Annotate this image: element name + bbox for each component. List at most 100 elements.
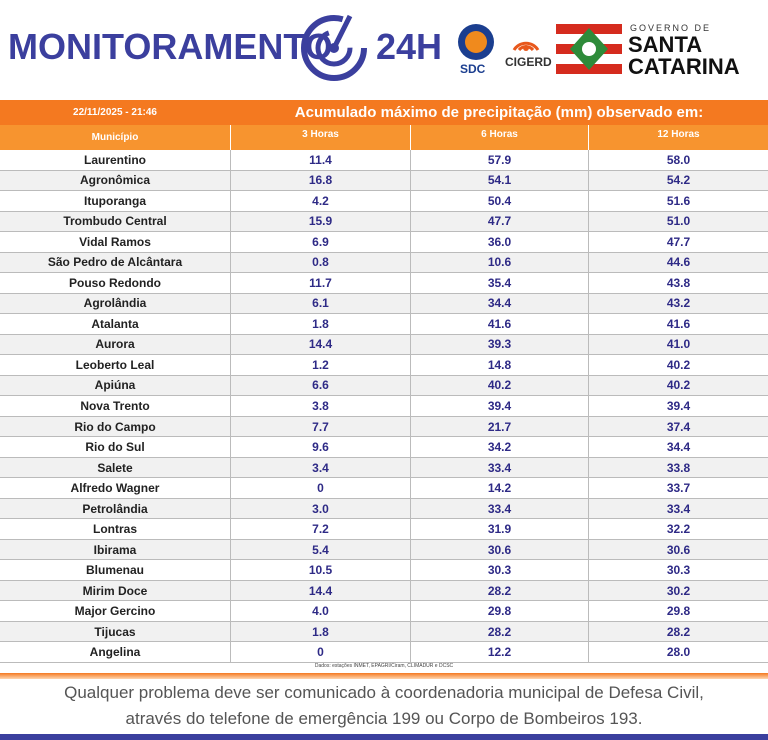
value-cell: 30.3 [410,560,588,581]
value-cell: 40.2 [588,375,768,397]
value-cell: 7.7 [230,416,410,438]
cigerd-label: CIGERD [505,55,552,69]
value-cell: 39.3 [410,334,588,356]
header: MONITORAMENTO 24H SDC CIGERD GOVERNO DE … [0,0,768,100]
value-cell: 40.2 [410,375,588,397]
gov-line2: CATARINA [628,54,740,79]
value-cell: 57.9 [410,150,588,171]
municipality-cell: Petrolândia [0,498,230,520]
municipality-cell: Atalanta [0,314,230,335]
value-cell: 14.8 [410,355,588,376]
municipality-cell: Mirim Doce [0,580,230,602]
value-cell: 29.8 [410,601,588,622]
value-cell: 31.9 [410,519,588,540]
orange-stripe [0,673,768,679]
value-cell: 39.4 [410,396,588,417]
value-cell: 37.4 [588,416,768,438]
value-cell: 43.8 [588,273,768,294]
value-cell: 4.0 [230,601,410,622]
value-cell: 3.4 [230,457,410,479]
value-cell: 39.4 [588,396,768,417]
column-header: Município [0,125,230,150]
value-cell: 58.0 [588,150,768,171]
value-cell: 14.4 [230,334,410,356]
value-cell: 43.2 [588,293,768,315]
value-cell: 14.4 [230,580,410,602]
value-cell: 5.4 [230,539,410,561]
value-cell: 51.0 [588,211,768,233]
value-cell: 0.8 [230,252,410,274]
value-cell: 28.0 [588,642,768,663]
municipality-cell: Leoberto Leal [0,355,230,376]
value-cell: 54.2 [588,170,768,192]
value-cell: 28.2 [588,621,768,643]
value-cell: 47.7 [588,232,768,253]
value-cell: 1.8 [230,314,410,335]
value-cell: 36.0 [410,232,588,253]
value-cell: 11.4 [230,150,410,171]
value-cell: 33.4 [410,498,588,520]
value-cell: 21.7 [410,416,588,438]
value-cell: 3.8 [230,396,410,417]
value-cell: 9.6 [230,437,410,458]
value-cell: 33.4 [410,457,588,479]
value-cell: 47.7 [410,211,588,233]
value-cell: 30.6 [410,539,588,561]
value-cell: 10.5 [230,560,410,581]
municipality-cell: Major Gercino [0,601,230,622]
municipality-cell: Rio do Campo [0,416,230,438]
value-cell: 6.9 [230,232,410,253]
value-cell: 1.8 [230,621,410,643]
value-cell: 4.2 [230,191,410,212]
value-cell: 51.6 [588,191,768,212]
municipality-cell: Trombudo Central [0,211,230,233]
value-cell: 33.7 [588,478,768,499]
municipality-cell: Salete [0,457,230,479]
value-cell: 40.2 [588,355,768,376]
value-cell: 3.0 [230,498,410,520]
value-cell: 30.3 [588,560,768,581]
value-cell: 34.4 [410,293,588,315]
municipality-cell: Angelina [0,642,230,663]
value-cell: 14.2 [410,478,588,499]
sdc-logo [458,24,494,60]
cigerd-logo [512,41,540,52]
value-cell: 30.2 [588,580,768,602]
municipality-cell: Laurentino [0,150,230,171]
value-cell: 33.4 [588,498,768,520]
value-cell: 7.2 [230,519,410,540]
municipality-cell: São Pedro de Alcântara [0,252,230,274]
value-cell: 30.6 [588,539,768,561]
value-cell: 29.8 [588,601,768,622]
footer-line1: Qualquer problema deve ser comunicado à … [64,683,704,702]
value-cell: 15.9 [230,211,410,233]
value-cell: 28.2 [410,621,588,643]
municipality-cell: Alfredo Wagner [0,478,230,499]
municipality-cell: Lontras [0,519,230,540]
timestamp: 22/11/2025 - 21:46 [0,100,230,125]
value-cell: 16.8 [230,170,410,192]
value-cell: 32.2 [588,519,768,540]
municipality-cell: Blumenau [0,560,230,581]
value-cell: 35.4 [410,273,588,294]
value-cell: 34.4 [588,437,768,458]
value-cell: 1.2 [230,355,410,376]
value-cell: 10.6 [410,252,588,274]
value-cell: 54.1 [410,170,588,192]
municipality-cell: Apiúna [0,375,230,397]
municipality-cell: Ibirama [0,539,230,561]
brand: MONITORAMENTO [8,26,333,67]
gov-top: GOVERNO DE [630,23,712,33]
footer-line2: através do telefone de emergência 199 ou… [125,709,643,728]
municipality-cell: Vidal Ramos [0,232,230,253]
municipality-cell: Ituporanga [0,191,230,212]
column-header: 12 Horas [588,125,768,150]
value-cell: 11.7 [230,273,410,294]
value-cell: 41.6 [588,314,768,335]
value-cell: 41.0 [588,334,768,356]
value-cell: 33.8 [588,457,768,479]
bottom-bar [0,734,768,740]
value-cell: 12.2 [410,642,588,663]
value-cell: 6.6 [230,375,410,397]
